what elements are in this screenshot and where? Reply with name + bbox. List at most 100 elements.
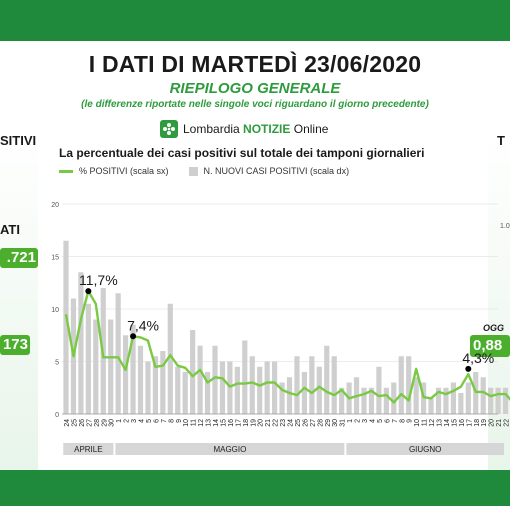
x-tick-label: 19 (250, 419, 257, 427)
bar-cases (78, 272, 84, 414)
legend-line-swatch (59, 169, 73, 173)
bar-cases (279, 382, 285, 414)
top-banner (0, 0, 510, 41)
bar-cases (406, 356, 412, 414)
y-tick-label: 15 (51, 255, 59, 262)
x-tick-label: 8 (399, 419, 406, 423)
bar-cases (339, 387, 345, 414)
bar-cases (219, 361, 226, 414)
x-tick-label: 28 (317, 419, 324, 427)
bar-cases (167, 303, 173, 414)
bar-cases (137, 345, 144, 414)
month-label: APRILE (74, 445, 102, 454)
x-tick-label: 4 (139, 419, 146, 423)
bar-cases (63, 240, 69, 414)
bar-cases (286, 377, 293, 414)
x-tick-label: 6 (153, 419, 160, 423)
x-tick-label: 10 (183, 419, 190, 427)
month-label: GIUGNO (409, 445, 441, 454)
x-tick-label: 30 (332, 419, 339, 427)
x-tick-label: 17 (235, 419, 242, 427)
x-tick-label: 7 (392, 419, 399, 423)
annotation-label: 11,7% (79, 272, 118, 288)
x-tick-label: 1 (347, 419, 354, 423)
left-label-mid: ATI (0, 222, 20, 237)
bar-cases (502, 387, 509, 414)
x-tick-label: 27 (310, 419, 317, 427)
x-tick-label: 3 (131, 419, 138, 423)
bar-cases (242, 340, 248, 414)
bar-cases (428, 398, 434, 414)
x-tick-label: 1 (116, 419, 123, 423)
x-tick-label: 27 (86, 419, 93, 427)
x-tick-label: 3 (362, 419, 369, 423)
x-tick-label: 15 (220, 419, 227, 427)
bar-cases (234, 366, 240, 414)
bar-cases (383, 387, 389, 414)
chart-legend: % POSITIVI (scala sx) N. NUOVI CASI POSI… (59, 166, 349, 176)
x-tick-label: 22 (273, 419, 280, 427)
bar-cases (93, 319, 99, 414)
bar-cases (398, 356, 404, 414)
bar-cases (108, 319, 114, 414)
x-tick-label: 26 (302, 419, 309, 427)
x-tick-label: 9 (176, 419, 183, 423)
x-tick-label: 6 (384, 419, 391, 423)
x-tick-label: 12 (198, 419, 205, 427)
right-axis-tick-label: 1.0 (500, 223, 510, 230)
bar-cases (480, 377, 486, 414)
x-tick-label: 30 (109, 419, 116, 427)
x-tick-label: 8 (168, 419, 175, 423)
y-tick-label: 0 (55, 412, 59, 419)
x-tick-label: 11 (422, 419, 429, 426)
bar-cases (294, 356, 300, 414)
x-tick-label: 22 (504, 419, 510, 427)
x-tick-label: 2 (124, 419, 131, 423)
series-line-percent (64, 289, 510, 404)
legend-bar-swatch (188, 166, 198, 176)
legend-entry-cases: N. NUOVI CASI POSITIVI (scala dx) (203, 166, 350, 176)
month-label: MAGGIO (213, 445, 246, 454)
x-tick-label: 20 (258, 419, 265, 427)
x-tick-label: 29 (325, 419, 332, 427)
bar-cases (145, 361, 151, 414)
y-tick-label: 20 (51, 202, 59, 209)
x-tick-label: 21 (496, 419, 503, 427)
x-tick-label: 31 (340, 419, 347, 427)
bar-cases (130, 324, 136, 414)
x-tick-label: 10 (414, 419, 421, 427)
annotation-label: 7,4% (127, 317, 159, 333)
bar-cases (152, 356, 158, 414)
x-tick-label: 16 (459, 419, 466, 427)
annotation-label: 4,3% (462, 350, 494, 366)
bar-cases (160, 351, 166, 414)
month-band (63, 443, 114, 455)
legend-entry-percent: % POSITIVI (scala sx) (79, 166, 169, 176)
left-panel (0, 128, 38, 470)
right-panel (488, 128, 510, 470)
bar-cases (190, 330, 196, 414)
bar-cases (331, 356, 337, 414)
bar-cases (495, 387, 501, 414)
oggi-label: OGG (483, 323, 505, 333)
x-tick-label: 17 (466, 419, 473, 427)
annotation-point (85, 288, 92, 295)
x-tick-label: 21 (265, 419, 272, 427)
bar-cases (435, 387, 442, 414)
x-tick-label: 20 (489, 419, 496, 427)
x-tick-label: 7 (161, 419, 168, 423)
bar-cases (391, 382, 397, 414)
annotation-point (465, 365, 472, 372)
x-tick-label: 29 (101, 419, 108, 427)
x-tick-label: 23 (280, 419, 287, 427)
x-tick-label: 24 (288, 419, 295, 427)
page-title: I DATI DI MARTEDÌ 23/06/2020 (88, 51, 422, 77)
bar-cases (212, 345, 218, 414)
x-tick-label: 19 (481, 419, 488, 427)
x-tick-label: 14 (213, 419, 220, 427)
bar-cases (443, 387, 449, 414)
bar-cases (458, 393, 464, 414)
bar-cases (413, 377, 419, 414)
x-tick-label: 5 (377, 419, 384, 423)
